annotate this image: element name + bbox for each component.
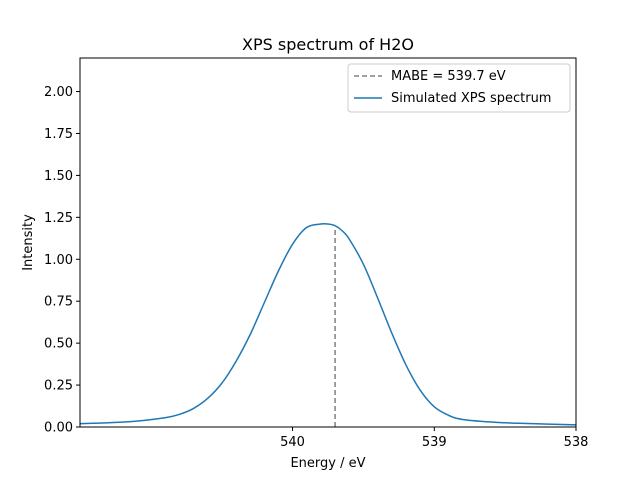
y-axis: 0.00 0.25 0.50 0.75 1.00 1.25 1.50 1.75 2.00 bbox=[44, 85, 80, 436]
x-axis: 540 539 538 bbox=[280, 427, 588, 450]
y-axis-label: Intensity bbox=[21, 214, 36, 271]
x-tick-label: 538 bbox=[564, 435, 589, 450]
legend-mabe-label: MABE = 539.7 eV bbox=[391, 69, 506, 84]
chart-title: XPS spectrum of H2O bbox=[242, 35, 414, 54]
y-tick-label: 0.50 bbox=[44, 337, 73, 352]
spectrum-series-line bbox=[80, 222, 576, 426]
legend-box bbox=[347, 63, 571, 113]
legend-spectrum-label: Simulated XPS spectrum bbox=[391, 91, 551, 106]
y-tick-label: 1.25 bbox=[44, 211, 73, 226]
y-tick-label: 1.75 bbox=[44, 127, 73, 142]
plot-frame bbox=[79, 57, 577, 428]
x-tick-label: 539 bbox=[422, 435, 447, 450]
x-tick-label: 540 bbox=[280, 435, 305, 450]
plot-area bbox=[80, 222, 576, 427]
x-axis-label: Energy / eV bbox=[290, 456, 365, 471]
y-tick-label: 1.50 bbox=[44, 169, 73, 184]
y-tick-label: 2.00 bbox=[44, 85, 73, 100]
y-tick-label: 0.25 bbox=[44, 379, 73, 394]
y-tick-label: 0.75 bbox=[44, 295, 73, 310]
y-tick-label: 1.00 bbox=[44, 253, 73, 268]
legend: MABE = 539.7 eV Simulated XPS spectrum bbox=[347, 63, 571, 113]
y-tick-label: 0.00 bbox=[44, 421, 73, 436]
